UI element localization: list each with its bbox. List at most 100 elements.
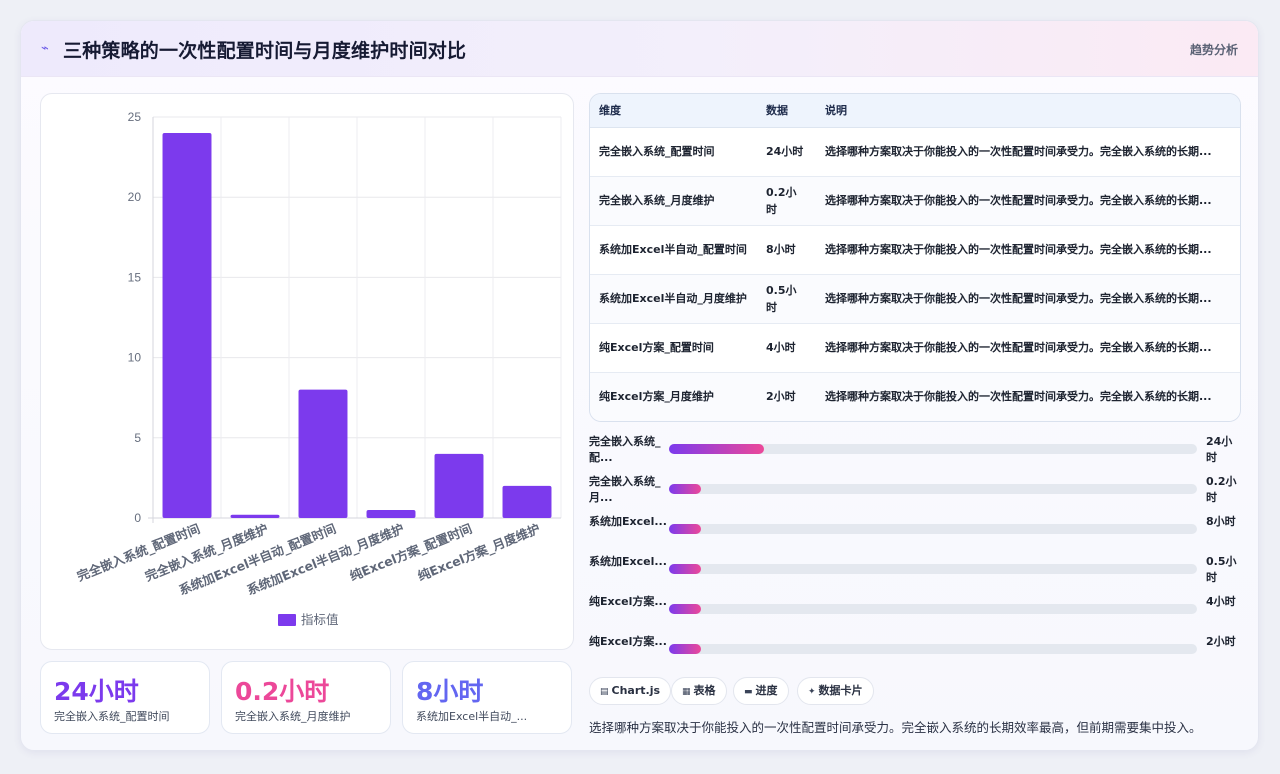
cell-dimension: 纯Excel方案_月度维护 [590, 372, 757, 421]
kpi-card: 8小时 系统加Excel半自动_... [402, 661, 572, 734]
bar [298, 389, 348, 518]
progress-value: 0.5小时 [1206, 555, 1237, 584]
progress-row: 完全嵌入系统_配... 24小时 [589, 434, 1241, 468]
progress-row: 系统加Excel... 8小时 [589, 514, 1241, 548]
cell-dimension: 完全嵌入系统_月度维护 [590, 176, 757, 226]
description-text: 选择哪种方案取决于你能投入的一次性配置时间承受力。完全嵌入系统的长期... [825, 194, 1212, 207]
legend-swatch [278, 614, 296, 626]
table-icon: ▦ [682, 687, 691, 697]
cell-description: 选择哪种方案取决于你能投入的一次性配置时间承受力。完全嵌入系统的长期... [816, 323, 1240, 373]
progress-label: 纯Excel方案... [589, 595, 667, 608]
column-header: 说明 [816, 94, 1240, 128]
progress-fill [669, 644, 701, 654]
table-row: 系统加Excel半自动_配置时间 8小时 选择哪种方案取决于你能投入的一次性配置… [590, 225, 1240, 275]
kpi-label: 系统加Excel半自动_... [416, 710, 528, 723]
progress-value: 8小时 [1206, 515, 1236, 528]
bar-chart: 0510152025完全嵌入系统_配置时间完全嵌入系统_月度维护系统加Excel… [75, 110, 562, 627]
progress-fill [669, 524, 701, 534]
progress-track [669, 644, 1197, 654]
bar [230, 514, 280, 518]
cell-dimension: 系统加Excel半自动_月度维护 [590, 274, 757, 324]
cell-value: 2小时 [757, 372, 816, 421]
progress-label: 纯Excel方案... [589, 635, 667, 648]
description-text: 选择哪种方案取决于你能投入的一次性配置时间承受力。完全嵌入系统的长期... [825, 292, 1212, 305]
description-text: 选择哪种方案取决于你能投入的一次性配置时间承受力。完全嵌入系统的长期... [825, 243, 1212, 256]
cell-value: 0.5小时 [757, 274, 816, 324]
data-table-panel: 维度 数据 说明 完全嵌入系统_配置时间 24小时 选择哪种方案取决于你能投入的… [589, 93, 1241, 422]
table-row: 完全嵌入系统_月度维护 0.2小时 选择哪种方案取决于你能投入的一次性配置时间承… [590, 176, 1240, 226]
progress-fill [669, 484, 701, 494]
bar [366, 509, 416, 518]
kpi-label: 完全嵌入系统_月度维护 [235, 710, 351, 723]
progress-row: 纯Excel方案... 4小时 [589, 594, 1241, 628]
page-title: 三种策略的一次性配置时间与月度维护时间对比 [63, 40, 467, 62]
progress-label: 完全嵌入系统_配... [589, 435, 661, 464]
cell-value: 0.2小时 [757, 176, 816, 226]
kpi-card: 24小时 完全嵌入系统_配置时间 [40, 661, 210, 734]
cell-description: 选择哪种方案取决于你能投入的一次性配置时间承受力。完全嵌入系统的长期... [816, 372, 1240, 421]
y-tick-label: 20 [128, 190, 142, 204]
table-row: 纯Excel方案_配置时间 4小时 选择哪种方案取决于你能投入的一次性配置时间承… [590, 323, 1240, 373]
progress-label: 系统加Excel... [589, 515, 667, 528]
kpi-value: 0.2小时 [235, 677, 330, 706]
description-text: 选择哪种方案取决于你能投入的一次性配置时间承受力。完全嵌入系统的长期... [825, 390, 1212, 404]
data-table: 维度 数据 说明 完全嵌入系统_配置时间 24小时 选择哪种方案取决于你能投入的… [590, 94, 1240, 421]
progress-value: 4小时 [1206, 595, 1236, 608]
table-row: 系统加Excel半自动_月度维护 0.5小时 选择哪种方案取决于你能投入的一次性… [590, 274, 1240, 324]
progress-fill [669, 444, 765, 454]
tag-table[interactable]: ▦ 表格 [671, 677, 727, 705]
progress-label: 系统加Excel... [589, 555, 667, 568]
progress-value: 24小时 [1206, 435, 1233, 464]
progress-track [669, 524, 1197, 534]
cell-description: 选择哪种方案取决于你能投入的一次性配置时间承受力。完全嵌入系统的长期... [816, 127, 1240, 177]
cell-description: 选择哪种方案取决于你能投入的一次性配置时间承受力。完全嵌入系统的长期... [816, 274, 1240, 324]
cell-description: 选择哪种方案取决于你能投入的一次性配置时间承受力。完全嵌入系统的长期... [816, 225, 1240, 275]
progress-track [669, 444, 1197, 454]
description-text: 选择哪种方案取决于你能投入的一次性配置时间承受力。完全嵌入系统的长期... [825, 341, 1212, 354]
trend-analysis-link[interactable]: 趋势分析 [1189, 43, 1238, 57]
cell-description: 选择哪种方案取决于你能投入的一次性配置时间承受力。完全嵌入系统的长期... [816, 176, 1240, 226]
cell-value: 24小时 [757, 127, 816, 177]
y-tick-label: 0 [134, 511, 141, 525]
chart-icon: ▤ [600, 687, 609, 697]
summary-text: 选择哪种方案取决于你能投入的一次性配置时间承受力。完全嵌入系统的长期效率最高，但… [589, 720, 1202, 735]
table-row: 完全嵌入系统_配置时间 24小时 选择哪种方案取决于你能投入的一次性配置时间承受… [590, 127, 1240, 177]
kpi-value: 8小时 [416, 677, 484, 706]
tag-data-card[interactable]: ✦ 数据卡片 [797, 677, 874, 705]
kpi-card: 0.2小时 完全嵌入系统_月度维护 [221, 661, 391, 734]
bar [434, 453, 484, 518]
table-row: 纯Excel方案_月度维护 2小时 选择哪种方案取决于你能投入的一次性配置时间承… [590, 372, 1240, 421]
cell-dimension: 完全嵌入系统_配置时间 [590, 127, 757, 177]
y-tick-label: 25 [128, 110, 142, 124]
trend-icon: ⌁ [41, 41, 49, 56]
tag-chartjs[interactable]: ▤ Chart.js [589, 677, 672, 705]
progress-track [669, 604, 1197, 614]
dashboard-card: ⌁ 三种策略的一次性配置时间与月度维护时间对比 趋势分析 0 5 10 15 20 25 完… [20, 20, 1259, 751]
progress-row: 系统加Excel... 0.5小时 [589, 554, 1241, 588]
progress-row: 完全嵌入系统_月... 0.2小时 [589, 474, 1241, 508]
kpi-label: 完全嵌入系统_配置时间 [54, 710, 170, 723]
tag-label: 表格 [693, 684, 716, 697]
progress-label: 完全嵌入系统_月... [589, 475, 661, 504]
column-header: 数据 [757, 94, 816, 128]
cell-value: 8小时 [757, 225, 816, 275]
y-tick-label: 10 [128, 351, 142, 365]
column-header: 维度 [590, 94, 757, 128]
kpi-value: 24小时 [54, 677, 139, 706]
cell-value: 4小时 [757, 323, 816, 373]
progress-icon: ▬ [744, 687, 753, 697]
cell-dimension: 纯Excel方案_配置时间 [590, 323, 757, 373]
progress-row: 纯Excel方案... 2小时 [589, 634, 1241, 668]
table-header-row: 维度 数据 说明 [590, 94, 1240, 128]
bar [502, 485, 552, 518]
progress-fill [669, 604, 701, 614]
tag-label: Chart.js [611, 684, 661, 697]
bar-chart-panel: 0 5 10 15 20 25 完全嵌入系统_配置时间 完全嵌入系统_月度维护 系统加Excel… [40, 93, 574, 650]
y-tick-label: 5 [134, 431, 141, 445]
tag-progress[interactable]: ▬ 进度 [733, 677, 789, 705]
progress-track [669, 564, 1197, 574]
progress-track [669, 484, 1197, 494]
tag-label: 数据卡片 [818, 684, 863, 697]
x-tick-label: 纯Excel方案_月度维护 [415, 521, 542, 585]
tag-label: 进度 [755, 684, 778, 697]
